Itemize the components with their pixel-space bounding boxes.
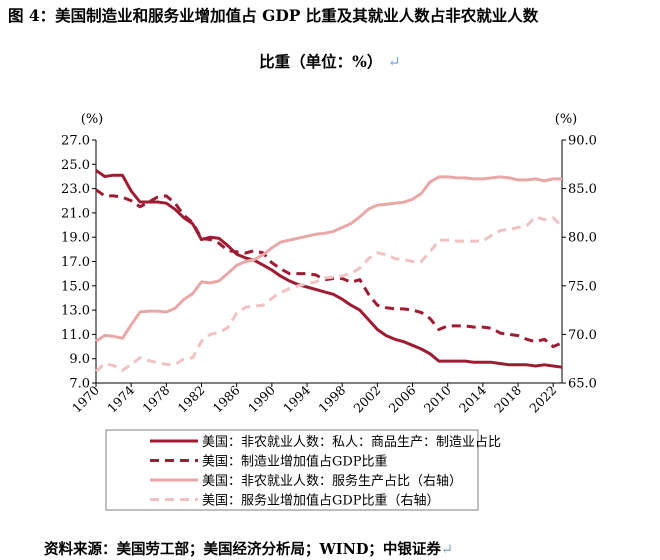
line-chart: 7.0 9.0 11.0 13.0 15.0 17.0 19.0 21.0 23.0 25.0 27…	[61, 112, 597, 511]
left-axis-tick-label: 13.0	[61, 304, 90, 319]
series-line-4	[95, 215, 564, 373]
x-axis-tick-label: 2002	[350, 383, 383, 416]
x-axis-tick-label: 1974	[104, 382, 137, 415]
left-axis-tick-label: 23.0	[61, 182, 90, 197]
series-line-1	[95, 169, 563, 369]
return-mark-icon: ↵	[440, 542, 454, 558]
right-axis-tick-label: 90.0	[568, 134, 597, 149]
x-axis-tick-label: 2022	[526, 383, 559, 416]
right-axis-unit: (%)	[555, 112, 578, 127]
source-text: 资料来源：美国劳工部；美国经济分析局；WIND；中银证券	[44, 541, 441, 558]
x-axis-tick-label: 2010	[421, 382, 454, 415]
series-lines	[95, 169, 564, 373]
left-axis-tick-label: 15.0	[61, 279, 90, 294]
figure-subtitle: 比重（单位：%） ↵	[0, 50, 660, 72]
legend-label-1: 美国：非农就业人数：私人：商品生产：制造业占比	[202, 435, 501, 450]
x-axis-tick-label: 1994	[280, 382, 313, 415]
x-axis-tick-label: 1998	[315, 382, 348, 415]
figure-title-text: 图 4：美国制造业和服务业增加值占 GDP 比重及其就业人数占非农就业人数	[8, 6, 539, 25]
x-axis-tick-label: 2006	[386, 382, 419, 415]
left-axis-tick-label: 27.0	[61, 134, 90, 149]
left-axis-tick-label: 17.0	[61, 255, 90, 270]
legend: 美国：非农就业人数：私人：商品生产：制造业占比美国：制造业增加值占GDP比重美国…	[105, 429, 501, 511]
figure-title: 图 4：美国制造业和服务业增加值占 GDP 比重及其就业人数占非农就业人数	[8, 6, 648, 26]
left-axis-unit: (%)	[81, 112, 104, 127]
right-axis-tick-label: 70.0	[568, 328, 597, 343]
left-axis-tick-label: 7.0	[69, 377, 90, 392]
left-axis-tick-label: 25.0	[61, 158, 90, 173]
x-axis-tick-label: 2014	[456, 382, 489, 415]
axes: 7.0 9.0 11.0 13.0 15.0 17.0 19.0 21.0 23.0 25.0 27…	[61, 112, 597, 416]
legend-label-4: 美国：服务业增加值占GDP比重（右轴）	[202, 493, 440, 509]
left-axis-tick-label: 21.0	[61, 206, 90, 221]
x-axis-tick-label: 1986	[210, 382, 243, 415]
left-axis-tick-label: 9.0	[69, 352, 90, 367]
series-line-2	[95, 188, 563, 349]
legend-label-3: 美国：非农就业人数：服务生产占比（右轴）	[202, 473, 462, 489]
right-axis-tick-label: 75.0	[568, 279, 597, 294]
x-axis-tick-label: 1990	[245, 382, 278, 415]
series-line-3	[95, 175, 562, 343]
return-mark-icon: ↵	[387, 53, 401, 71]
source-note: 资料来源：美国劳工部；美国经济分析局；WIND；中银证券↵	[44, 538, 453, 559]
legend-box	[105, 429, 479, 511]
right-axis-tick-label: 85.0	[568, 182, 597, 197]
x-axis-tick-label: 2018	[491, 382, 524, 415]
right-axis-tick-label: 65.0	[568, 377, 597, 392]
x-axis-tick-label: 1982	[175, 383, 208, 416]
left-axis-tick-label: 11.0	[61, 328, 90, 343]
x-axis-tick-label: 1978	[139, 382, 172, 415]
legend-label-2: 美国：制造业增加值占GDP比重	[202, 454, 388, 470]
right-axis-tick-label: 80.0	[568, 231, 597, 246]
left-axis-tick-label: 19.0	[61, 231, 90, 246]
figure-subtitle-text: 比重（单位：%）	[259, 52, 383, 71]
